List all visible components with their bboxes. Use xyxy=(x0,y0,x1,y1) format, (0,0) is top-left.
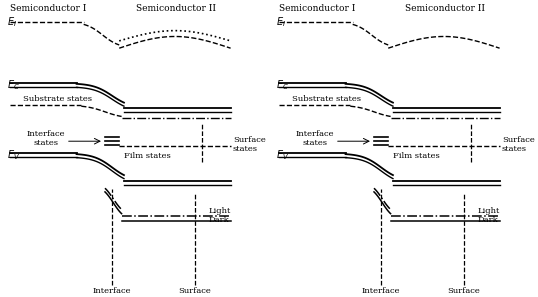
Text: Semiconductor I: Semiconductor I xyxy=(10,4,86,13)
Text: $E_C$: $E_C$ xyxy=(6,78,19,92)
Text: Interface: Interface xyxy=(362,287,400,295)
Text: $E_V$: $E_V$ xyxy=(275,148,289,162)
Text: Interface
states: Interface states xyxy=(26,130,65,148)
Text: Semiconductor II: Semiconductor II xyxy=(405,4,485,13)
Text: Surface: Surface xyxy=(179,287,211,295)
Text: Light: Light xyxy=(477,207,499,215)
Text: Light: Light xyxy=(208,207,230,215)
Text: Interface
states: Interface states xyxy=(295,130,334,148)
Text: Semiconductor I: Semiconductor I xyxy=(279,4,355,13)
Text: $E_C$: $E_C$ xyxy=(275,78,288,92)
Text: Film states: Film states xyxy=(124,152,171,160)
Text: Dark: Dark xyxy=(477,216,498,224)
Text: Dark: Dark xyxy=(208,216,229,224)
Text: Semiconductor II: Semiconductor II xyxy=(136,4,216,13)
Text: $E_I$: $E_I$ xyxy=(275,15,286,29)
Text: $E_V$: $E_V$ xyxy=(6,148,20,162)
Text: Film states: Film states xyxy=(393,152,440,160)
Text: Surface: Surface xyxy=(448,287,480,295)
Text: Surface
states: Surface states xyxy=(502,136,535,153)
Text: $E_I$: $E_I$ xyxy=(6,15,17,29)
Text: Interface: Interface xyxy=(93,287,131,295)
Text: Substrate states: Substrate states xyxy=(23,95,92,103)
Text: Surface
states: Surface states xyxy=(233,136,266,153)
Text: Substrate states: Substrate states xyxy=(292,95,361,103)
